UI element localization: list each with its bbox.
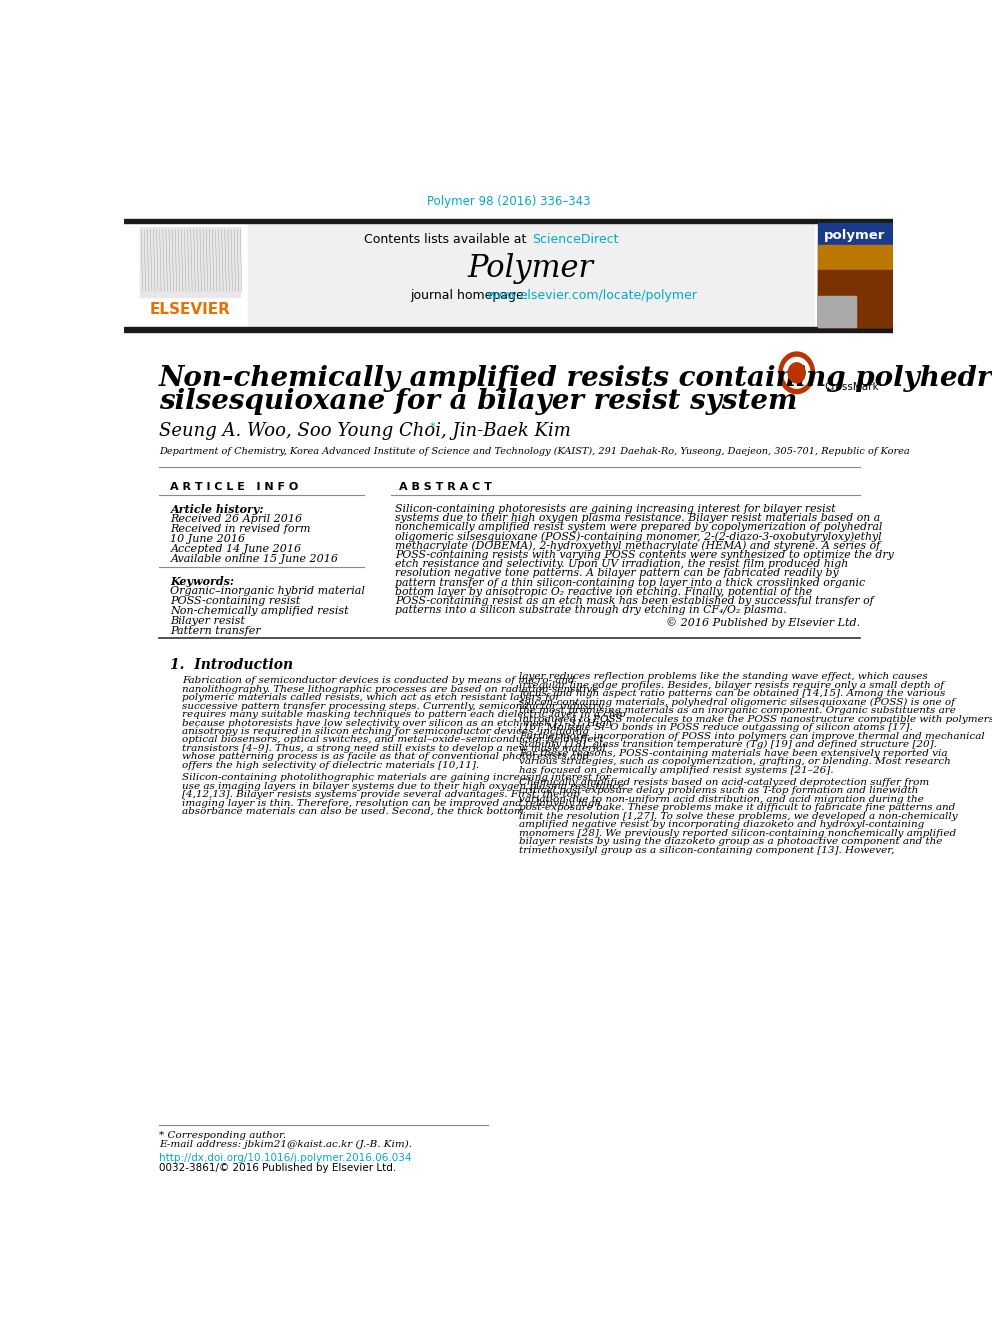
Text: Accepted 14 June 2016: Accepted 14 June 2016 — [171, 544, 302, 554]
Text: because photoresists have low selectivity over silicon as an etch mask [1–3]. Hi: because photoresists have low selectivit… — [183, 718, 612, 728]
Text: Furthermore, incorporation of POSS into polymers can improve thermal and mechani: Furthermore, incorporation of POSS into … — [519, 732, 985, 741]
Text: whose patterning process is as facile as that of conventional photoresists and: whose patterning process is as facile as… — [183, 753, 589, 762]
Text: CrossMark: CrossMark — [824, 381, 879, 392]
Text: silsesquioxane for a bilayer resist system: silsesquioxane for a bilayer resist syst… — [159, 388, 798, 415]
Text: focus, and high aspect ratio patterns can be obtained [14,15]. Among the various: focus, and high aspect ratio patterns ca… — [519, 689, 945, 699]
Text: pattern transfer of a thin silicon-containing top layer into a thick crosslinked: pattern transfer of a thin silicon-conta… — [395, 578, 865, 587]
Text: amplified negative resist by incorporating diazoketo and hydroxyl-containing: amplified negative resist by incorporati… — [519, 820, 925, 830]
Text: Keywords:: Keywords: — [171, 576, 234, 587]
Text: various strategies, such as copolymerization, grafting, or blending. Most resear: various strategies, such as copolymeriza… — [519, 757, 951, 766]
Text: Department of Chemistry, Korea Advanced Institute of Science and Technology (KAI: Department of Chemistry, Korea Advanced … — [159, 447, 910, 456]
Text: Fabrication of semiconductor devices is conducted by means of micro- and: Fabrication of semiconductor devices is … — [183, 676, 574, 685]
Text: limit the resolution [1,27]. To solve these problems, we developed a non-chemica: limit the resolution [1,27]. To solve th… — [519, 812, 958, 820]
Text: Polymer 98 (2016) 336–343: Polymer 98 (2016) 336–343 — [427, 194, 590, 208]
Text: bottom layer by anisotropic O₂ reactive ion etching. Finally, potential of the: bottom layer by anisotropic O₂ reactive … — [395, 587, 812, 597]
Text: bilayer resists by using the diazoketo group as a photoactive component and the: bilayer resists by using the diazoketo g… — [519, 837, 942, 847]
Text: www.elsevier.com/locate/polymer: www.elsevier.com/locate/polymer — [487, 290, 697, 303]
Text: critical post-exposure delay problems such as T-top formation and linewidth: critical post-exposure delay problems su… — [519, 786, 919, 795]
Text: transistors [4–9]. Thus, a strong need still exists to develop a new mask materi: transistors [4–9]. Thus, a strong need s… — [183, 744, 606, 753]
Text: stability [18], glass transition temperature (Tg) [19] and defined structure [20: stability [18], glass transition tempera… — [519, 740, 937, 749]
Text: A B S T R A C T: A B S T R A C T — [399, 482, 492, 492]
Text: optical biosensors, optical switches, and metal–oxide–semiconductor field-effect: optical biosensors, optical switches, an… — [183, 736, 603, 745]
Bar — [124, 159, 893, 217]
Text: trimethoxysilyl group as a silicon-containing component [13]. However,: trimethoxysilyl group as a silicon-conta… — [519, 845, 895, 855]
Text: Organic–inorganic hybrid material: Organic–inorganic hybrid material — [171, 586, 365, 597]
Text: Received 26 April 2016: Received 26 April 2016 — [171, 513, 303, 524]
Text: nonchemically amplified resist system were prepared by copolymerization of polyh: nonchemically amplified resist system we… — [395, 523, 883, 532]
Text: 10 June 2016: 10 June 2016 — [171, 533, 246, 544]
Text: etch resistance and selectivity. Upon UV irradiation, the resist film produced h: etch resistance and selectivity. Upon UV… — [395, 560, 848, 569]
Text: silicon-containing materials, polyhedral oligomeric silsesquioxane (POSS) is one: silicon-containing materials, polyhedral… — [519, 697, 955, 706]
Text: 1.  Introduction: 1. Introduction — [171, 659, 294, 672]
Text: Available online 15 June 2016: Available online 15 June 2016 — [171, 554, 338, 564]
Text: oligomeric silsesquioxane (POSS)-containing monomer, 2-(2-diazo-3-oxobutyryloxy): oligomeric silsesquioxane (POSS)-contain… — [395, 532, 882, 542]
Bar — [124, 224, 893, 327]
Text: Contents lists available at: Contents lists available at — [364, 233, 531, 246]
Bar — [138, 226, 243, 327]
Text: Seung A. Woo, Soo Young Choi, Jin-Baek Kim: Seung A. Woo, Soo Young Choi, Jin-Baek K… — [159, 422, 570, 441]
Bar — [817, 245, 893, 327]
Text: anisotropy is required in silicon etching for semiconductor devices, including: anisotropy is required in silicon etchin… — [183, 728, 589, 736]
Text: ScienceDirect: ScienceDirect — [533, 233, 619, 246]
Text: Non-chemically amplified resists containing polyhedral oligomeric: Non-chemically amplified resists contain… — [159, 365, 992, 392]
Text: Bilayer resist: Bilayer resist — [171, 617, 245, 626]
Text: post-exposure bake. These problems make it difficult to fabricate fine patterns : post-exposure bake. These problems make … — [519, 803, 955, 812]
Text: introduced to POSS molecules to make the POSS nanostructure compatible with poly: introduced to POSS molecules to make the… — [519, 714, 992, 724]
Text: irregular line edge profiles. Besides, bilayer resists require only a small dept: irregular line edge profiles. Besides, b… — [519, 681, 944, 689]
Text: Article history:: Article history: — [171, 504, 264, 515]
Text: E-mail address: jbkim21@kaist.ac.kr (J.-B. Kim).: E-mail address: jbkim21@kaist.ac.kr (J.-… — [159, 1139, 412, 1148]
Text: Pattern transfer: Pattern transfer — [171, 626, 261, 636]
Bar — [817, 270, 893, 327]
Text: * Corresponding author.: * Corresponding author. — [159, 1130, 286, 1139]
Ellipse shape — [789, 363, 806, 382]
Text: nanolithography. These lithographic processes are based on radiation-sensitive: nanolithography. These lithographic proc… — [183, 685, 598, 693]
Bar — [817, 296, 856, 327]
Text: requires many suitable masking techniques to pattern each dielectric layer in a : requires many suitable masking technique… — [183, 710, 626, 720]
Text: polymeric materials called resists, which act as etch resistant layers for: polymeric materials called resists, whic… — [183, 693, 560, 703]
Text: has focused on chemically amplified resist systems [21–26].: has focused on chemically amplified resi… — [519, 766, 833, 774]
Text: monomers [28]. We previously reported silicon-containing nonchemically amplified: monomers [28]. We previously reported si… — [519, 828, 956, 837]
Text: the most promising materials as an inorganic component. Organic substituents are: the most promising materials as an inorg… — [519, 706, 956, 716]
Text: resolution negative tone patterns. A bilayer pattern can be fabricated readily b: resolution negative tone patterns. A bil… — [395, 569, 839, 578]
Text: © 2016 Published by Elsevier Ltd.: © 2016 Published by Elsevier Ltd. — [666, 618, 860, 628]
Text: journal homepage:: journal homepage: — [411, 290, 533, 303]
Text: ELSEVIER: ELSEVIER — [150, 302, 230, 318]
Text: Chemically amplified resists based on acid-catalyzed deprotection suffer from: Chemically amplified resists based on ac… — [519, 778, 930, 787]
Ellipse shape — [779, 352, 814, 394]
Text: methacrylate (DOBEMA), 2-hydroxyethyl methacrylate (HEMA) and styrene. A series : methacrylate (DOBEMA), 2-hydroxyethyl me… — [395, 541, 880, 552]
Text: [16]. Multiple Si–O bonds in POSS reduce outgassing of silicon atoms [17].: [16]. Multiple Si–O bonds in POSS reduce… — [519, 724, 913, 732]
Text: *: * — [431, 422, 435, 433]
Text: Received in revised form: Received in revised form — [171, 524, 311, 533]
Text: Silicon-containing photolithographic materials are gaining increasing interest f: Silicon-containing photolithographic mat… — [183, 773, 611, 782]
Text: offers the high selectivity of dielectric materials [10,11].: offers the high selectivity of dielectri… — [183, 761, 479, 770]
Text: Silicon-containing photoresists are gaining increasing interest for bilayer resi: Silicon-containing photoresists are gain… — [395, 504, 836, 513]
Text: polymer: polymer — [824, 229, 886, 242]
Text: use as imaging layers in bilayer systems due to their high oxygen plasma resista: use as imaging layers in bilayer systems… — [183, 782, 624, 791]
Bar — [124, 218, 893, 224]
Text: [4,12,13]. Bilayer resists systems provide several advantages. First, the top: [4,12,13]. Bilayer resists systems provi… — [183, 790, 579, 799]
Bar — [140, 228, 240, 296]
Text: Polymer: Polymer — [468, 253, 594, 283]
Text: POSS-containing resist as an etch mask has been established by successful transf: POSS-containing resist as an etch mask h… — [395, 597, 874, 606]
Bar — [124, 327, 893, 332]
Text: successive pattern transfer processing steps. Currently, semiconductor industry: successive pattern transfer processing s… — [183, 701, 603, 710]
Text: For these reasons, POSS-containing materials have been extensively reported via: For these reasons, POSS-containing mater… — [519, 749, 947, 758]
Text: absorbance materials can also be used. Second, the thick bottom: absorbance materials can also be used. S… — [183, 807, 524, 816]
Text: http://dx.doi.org/10.1016/j.polymer.2016.06.034: http://dx.doi.org/10.1016/j.polymer.2016… — [159, 1152, 412, 1163]
Text: systems due to their high oxygen plasma resistance. Bilayer resist materials bas: systems due to their high oxygen plasma … — [395, 513, 881, 523]
Bar — [817, 224, 893, 327]
Text: Non-chemically amplified resist: Non-chemically amplified resist — [171, 606, 349, 617]
Text: layer reduces reflection problems like the standing wave effect, which causes: layer reduces reflection problems like t… — [519, 672, 928, 681]
Ellipse shape — [784, 357, 809, 388]
Text: patterns into a silicon substrate through dry etching in CF₄/O₂ plasma.: patterns into a silicon substrate throug… — [395, 606, 787, 615]
Text: A R T I C L E   I N F O: A R T I C L E I N F O — [171, 482, 299, 492]
Text: POSS-containing resists with varying POSS contents were synthesized to optimize : POSS-containing resists with varying POS… — [395, 550, 894, 560]
Text: imaging layer is thin. Therefore, resolution can be improved and relatively high: imaging layer is thin. Therefore, resolu… — [183, 799, 601, 807]
Text: POSS-containing resist: POSS-containing resist — [171, 597, 301, 606]
Text: variation due to non-uniform acid distribution, and acid migration during the: variation due to non-uniform acid distri… — [519, 795, 924, 804]
Text: 0032-3861/© 2016 Published by Elsevier Ltd.: 0032-3861/© 2016 Published by Elsevier L… — [159, 1163, 396, 1174]
Bar — [248, 224, 813, 327]
